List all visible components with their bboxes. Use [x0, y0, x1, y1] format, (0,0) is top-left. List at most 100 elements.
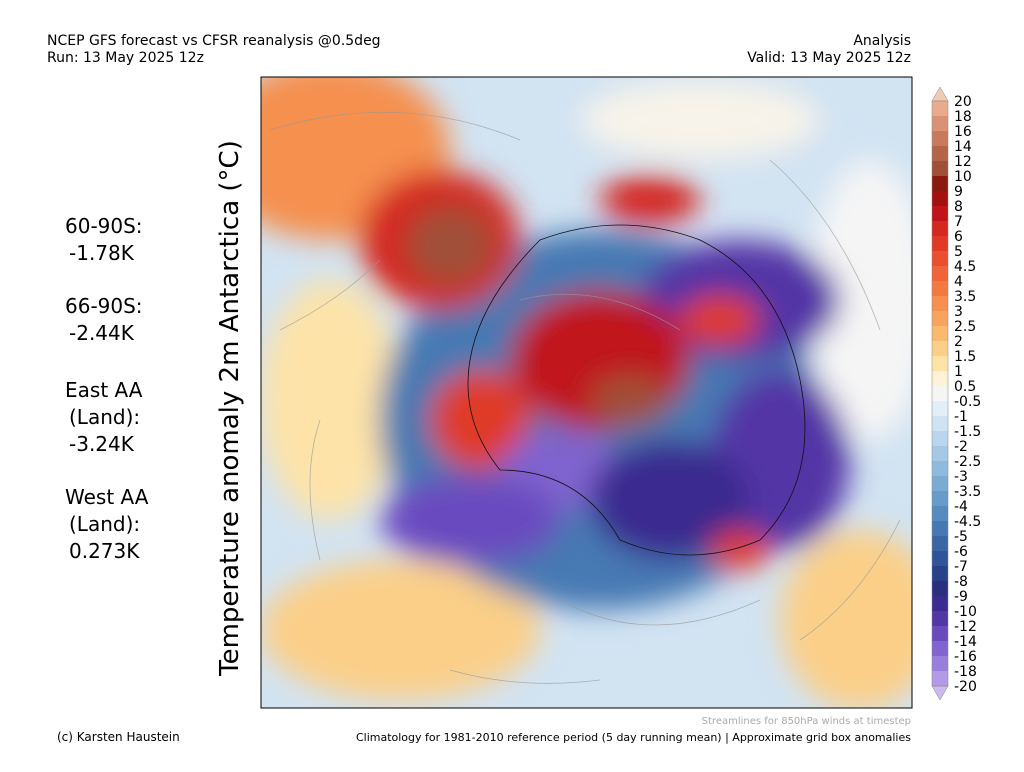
colorbar-label: -4	[954, 499, 968, 515]
colorbar-band	[932, 446, 948, 462]
colorbar-label: -2.5	[954, 454, 981, 470]
colorbar-label: 7	[954, 214, 963, 230]
colorbar-label: -3.5	[954, 484, 981, 500]
colorbar-label: 18	[954, 109, 972, 125]
colorbar-label: -4.5	[954, 514, 981, 530]
colorbar-band	[932, 431, 948, 447]
stat-line: -1.78K	[69, 241, 135, 265]
stat-line: West AA	[65, 485, 149, 509]
colorbar-label: 20	[954, 94, 972, 110]
colorbar-band	[932, 281, 948, 297]
colorbar-band	[932, 566, 948, 582]
stat-line: East AA	[65, 378, 143, 402]
colorbar-band	[932, 401, 948, 417]
colorbar-band	[932, 671, 948, 687]
mode: Analysis	[853, 33, 911, 49]
colorbar-label: -5	[954, 529, 968, 545]
colorbar-band	[932, 131, 948, 147]
colorbar-band	[932, 491, 948, 507]
colorbar-label: -12	[954, 619, 977, 635]
colorbar-band	[932, 146, 948, 162]
valid-time: Valid: 13 May 2025 12z	[747, 50, 911, 66]
colorbar-band	[932, 206, 948, 222]
colorbar-label: 4	[954, 274, 963, 290]
stat-line: 66-90S:	[65, 294, 143, 318]
footnote: Climatology for 1981-2010 reference peri…	[356, 731, 911, 744]
colorbar-label: -8	[954, 574, 968, 590]
colorbar-band	[932, 386, 948, 402]
colorbar-band	[932, 236, 948, 252]
colorbar-band	[932, 461, 948, 477]
colorbar-band	[932, 356, 948, 372]
stat-line: -2.44K	[69, 321, 135, 345]
colorbar-label: -3	[954, 469, 968, 485]
colorbar-band	[932, 596, 948, 612]
colorbar-label: 5	[954, 244, 963, 260]
colorbar-label: 12	[954, 154, 972, 170]
colorbar-band	[932, 416, 948, 432]
credit: (c) Karsten Haustein	[57, 730, 180, 744]
run-time: Run: 13 May 2025 12z	[47, 50, 204, 66]
colorbar-band	[932, 326, 948, 342]
colorbar-label: 8	[954, 199, 963, 215]
colorbar-band	[932, 116, 948, 132]
colorbar-label: -20	[954, 679, 977, 695]
colorbar-label: -16	[954, 649, 977, 665]
colorbar-arrow	[931, 86, 949, 102]
colorbar-band	[932, 311, 948, 327]
colorbar-label: -6	[954, 544, 968, 560]
colorbar-label: -18	[954, 664, 977, 680]
stat-line: (Land):	[69, 512, 140, 536]
colorbar-band	[932, 341, 948, 357]
map	[261, 77, 912, 708]
colorbar-band	[932, 221, 948, 237]
stat-line: -3.24K	[69, 432, 135, 456]
colorbar-label: 2.5	[954, 319, 976, 335]
colorbar-band	[932, 101, 948, 117]
colorbar-label: 1.5	[954, 349, 976, 365]
colorbar-label: -9	[954, 589, 968, 605]
colorbar-band	[932, 656, 948, 672]
colorbar-band	[932, 626, 948, 642]
title: NCEP GFS forecast vs CFSR reanalysis @0.…	[47, 33, 381, 49]
colorbar-label: -0.5	[954, 394, 981, 410]
colorbar-label: -14	[954, 634, 977, 650]
stat-line: (Land):	[69, 405, 140, 429]
colorbar-label: 3	[954, 304, 963, 320]
colorbar-label: -1.5	[954, 424, 981, 440]
colorbar-band	[932, 266, 948, 282]
colorbar-arrow	[931, 685, 949, 701]
colorbar-band	[932, 371, 948, 387]
stat-line: 60-90S:	[65, 214, 143, 238]
colorbar-label: 9	[954, 184, 963, 200]
colorbar-band	[932, 641, 948, 657]
colorbar-label: -7	[954, 559, 968, 575]
streamline-note: Streamlines for 850hPa winds at timestep	[702, 716, 911, 727]
colorbar-band	[932, 176, 948, 192]
regional-stats: 60-90S: -1.78K 66-90S: -2.44K East AA (Land):…	[65, 214, 149, 563]
colorbar-label: 1	[954, 364, 963, 380]
colorbar: 201816141210987654.543.532.521.510.5-0.5…	[931, 86, 981, 701]
colorbar-label: 16	[954, 124, 972, 140]
map-frame	[260, 76, 913, 709]
colorbar-label: 14	[954, 139, 972, 155]
colorbar-label: -1	[954, 409, 968, 425]
colorbar-band	[932, 161, 948, 177]
colorbar-band	[932, 296, 948, 312]
colorbar-band	[932, 611, 948, 627]
colorbar-band	[932, 476, 948, 492]
colorbar-label: -2	[954, 439, 968, 455]
colorbar-label: 2	[954, 334, 963, 350]
colorbar-band	[932, 251, 948, 267]
colorbar-band	[932, 551, 948, 567]
colorbar-band	[932, 191, 948, 207]
colorbar-label: 3.5	[954, 289, 976, 305]
colorbar-label: 0.5	[954, 379, 976, 395]
colorbar-label: 4.5	[954, 259, 976, 275]
colorbar-band	[932, 506, 948, 522]
colorbar-band	[932, 581, 948, 597]
map-title: Temperature anomaly 2m Antarctica (°C)	[215, 140, 245, 677]
colorbar-band	[932, 521, 948, 537]
